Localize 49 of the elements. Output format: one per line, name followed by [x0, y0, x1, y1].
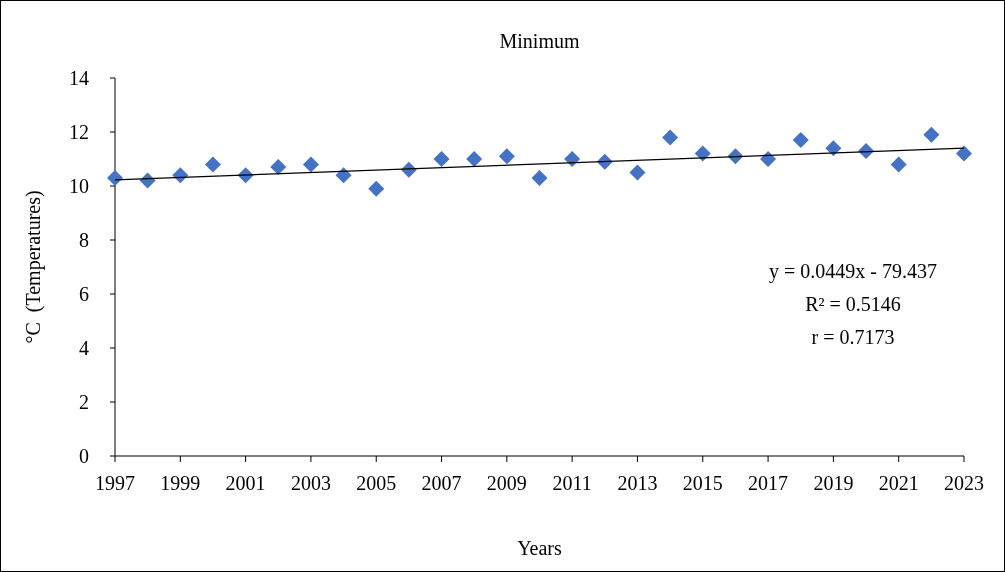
- x-tick-label: 2019: [813, 472, 854, 494]
- point: [433, 151, 450, 167]
- point: [890, 156, 907, 173]
- point: [629, 164, 646, 181]
- point: [335, 167, 352, 184]
- annotation: y = 0.0449x - 79.437: [769, 260, 937, 283]
- annotation: r = 0.7173: [811, 326, 895, 348]
- point: [498, 148, 515, 165]
- x-tick-label: 2003: [290, 472, 331, 494]
- chart-title: Minimum: [499, 30, 580, 52]
- y-tick-label: 6: [79, 283, 89, 305]
- point: [760, 151, 777, 167]
- point: [302, 156, 319, 173]
- point: [923, 126, 940, 143]
- point: [270, 159, 287, 176]
- x-tick-label: 2011: [552, 472, 592, 494]
- x-tick-label: 2009: [486, 472, 527, 494]
- x-tick-label: 2021: [878, 472, 919, 494]
- point: [204, 156, 221, 173]
- point: [956, 145, 972, 162]
- point: [825, 140, 842, 157]
- x-tick-label: 2005: [356, 472, 397, 494]
- annotation: R² = 0.5146: [805, 293, 901, 315]
- point: [792, 132, 809, 149]
- point: [531, 169, 548, 186]
- y-tick-label: 0: [79, 445, 89, 467]
- y-tick-label: 8: [79, 229, 89, 251]
- y-axis-title: °C (Temperatures): [22, 190, 45, 344]
- x-tick-label: 2017: [748, 472, 789, 494]
- x-tick-label: 2013: [617, 472, 658, 494]
- x-tick-label: 1997: [95, 472, 135, 494]
- y-tick-label: 10: [69, 175, 89, 197]
- point: [662, 129, 679, 146]
- point: [139, 172, 156, 189]
- x-tick-label: 2015: [682, 472, 723, 494]
- y-tick-label: 2: [79, 391, 89, 413]
- point: [466, 151, 483, 167]
- y-tick-label: 12: [69, 121, 89, 143]
- x-axis-title: Years: [517, 537, 563, 559]
- y-tick-label: 4: [79, 337, 89, 359]
- y-tick-label: 14: [69, 67, 89, 89]
- point: [564, 151, 581, 167]
- x-tick-label: 2007: [421, 472, 462, 494]
- x-tick-label: 1999: [160, 472, 201, 494]
- x-tick-label: 2023: [944, 472, 984, 494]
- point: [172, 167, 189, 184]
- x-tick-label: 2001: [225, 472, 266, 494]
- point: [368, 180, 385, 197]
- point: [107, 169, 123, 186]
